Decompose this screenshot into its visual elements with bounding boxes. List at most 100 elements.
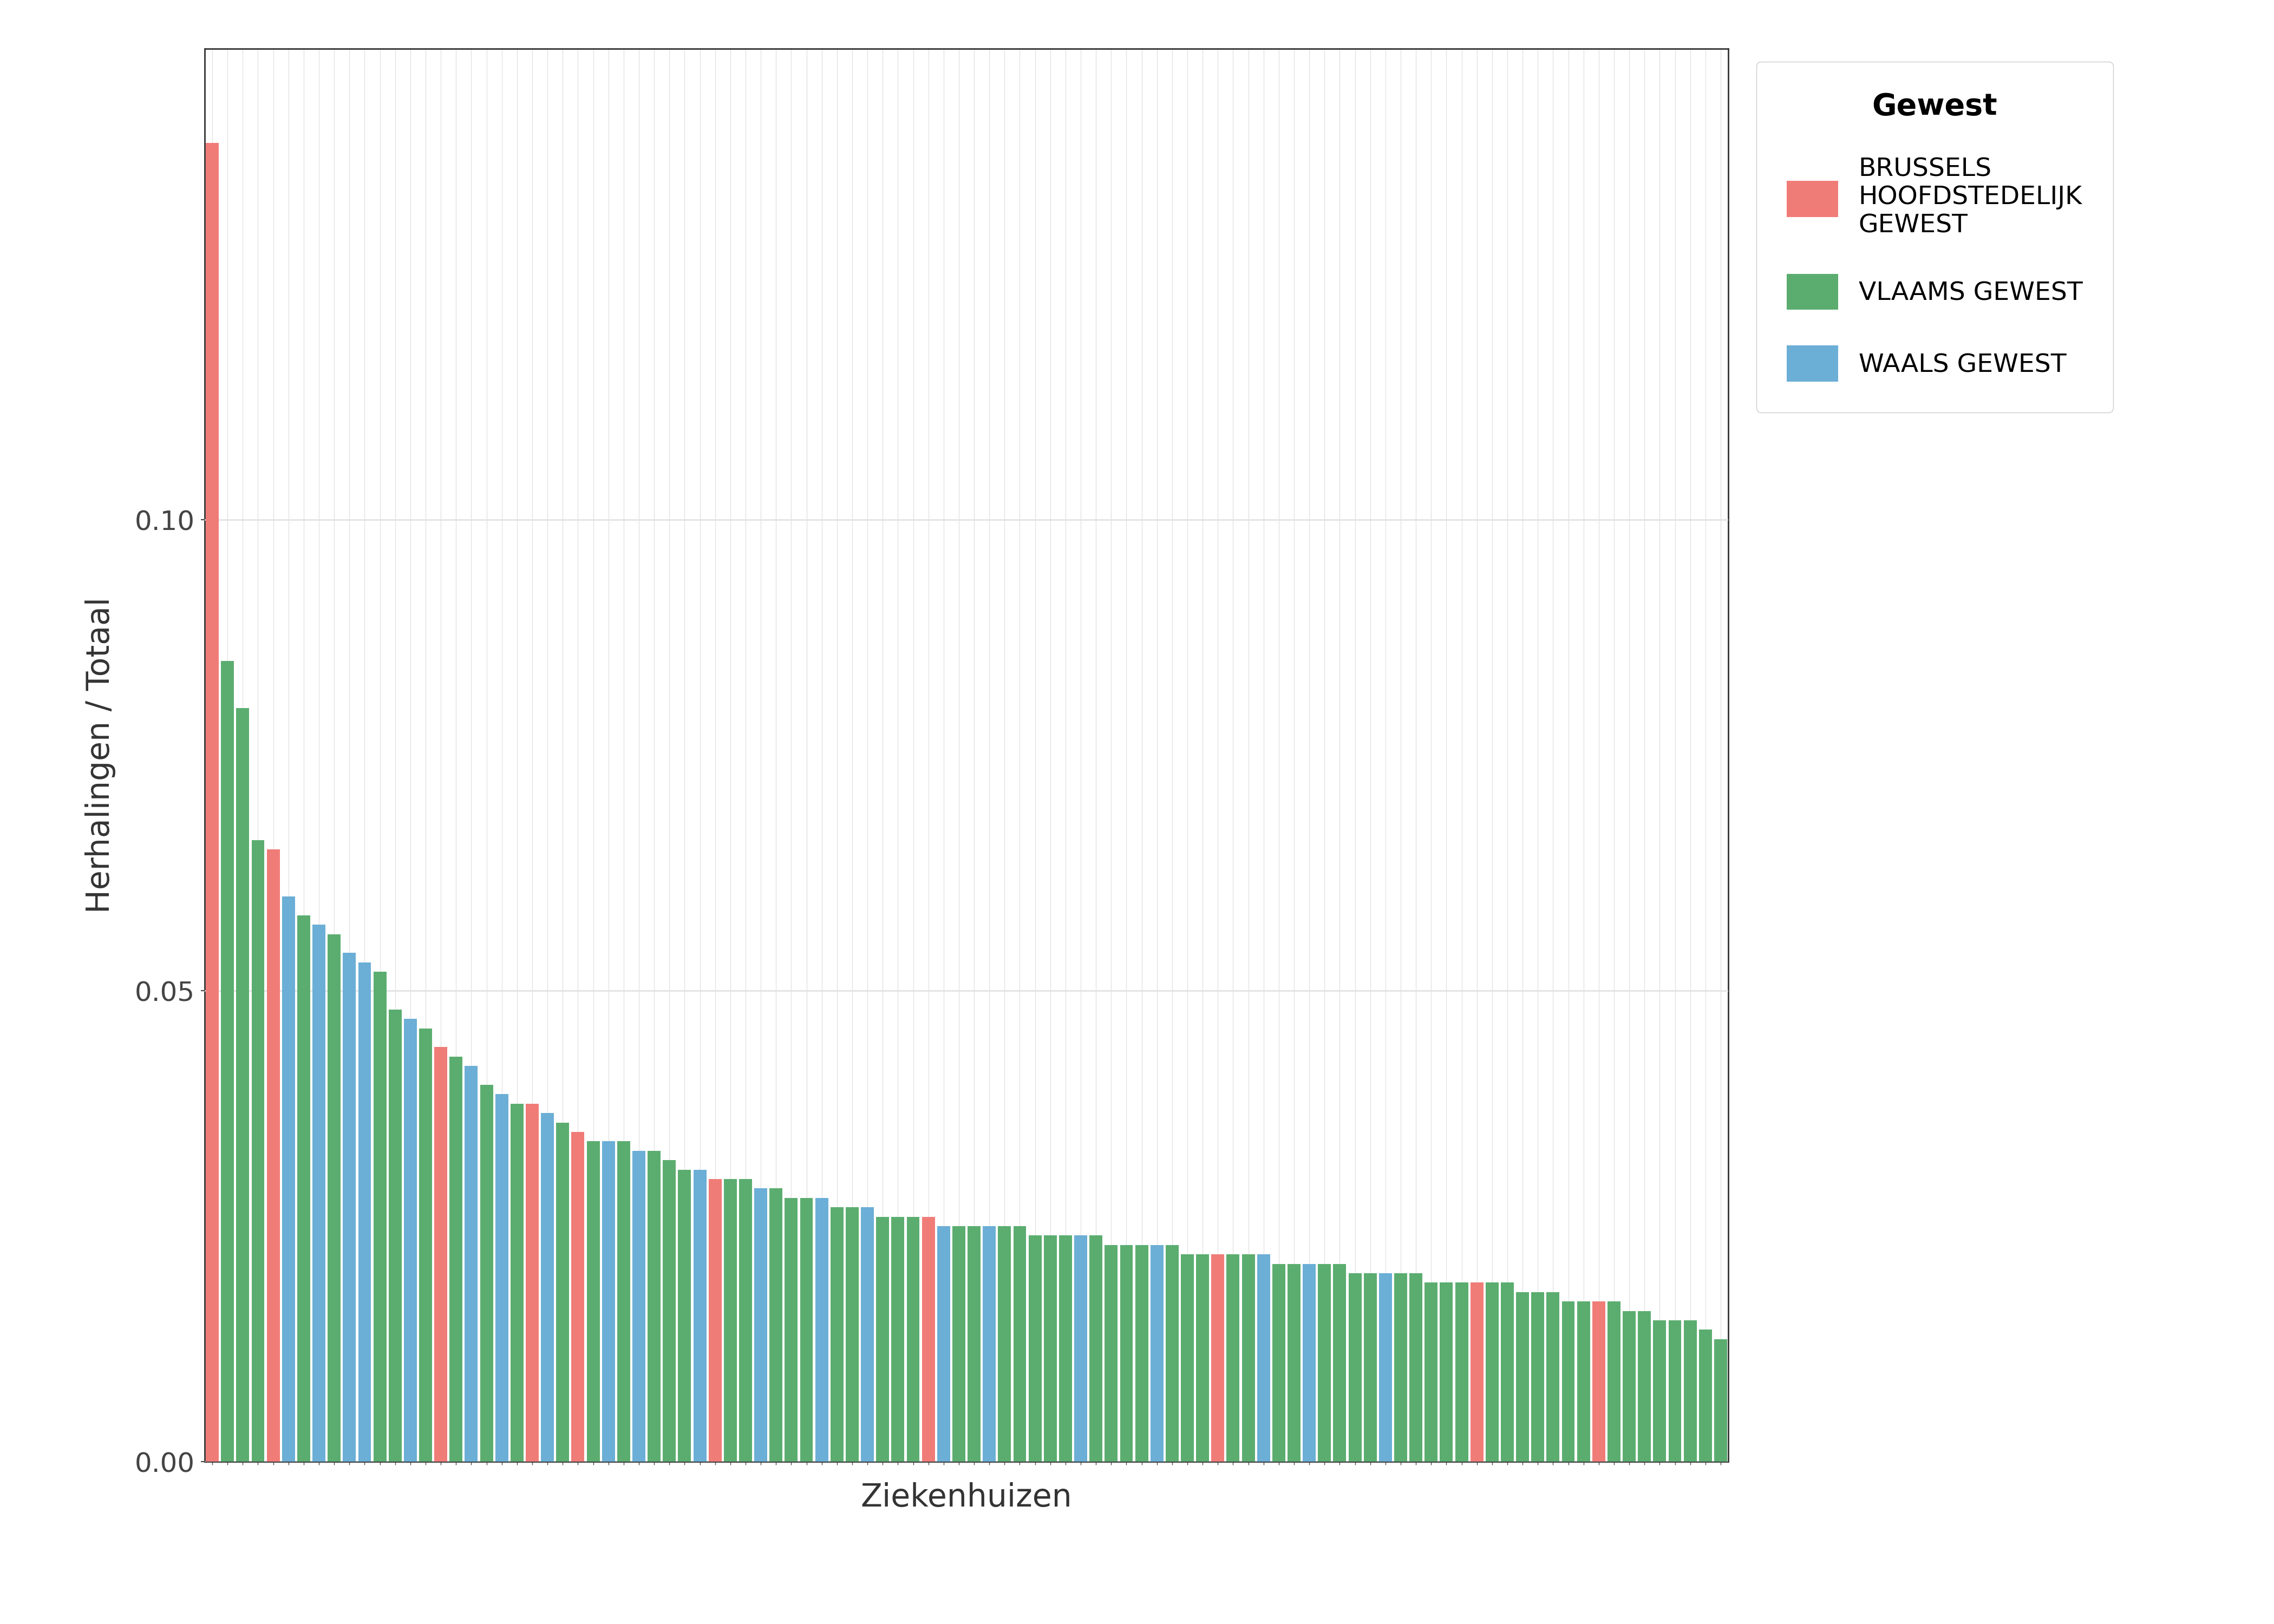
- Bar: [359, 963, 371, 1462]
- Bar: [343, 953, 355, 1462]
- Bar: [541, 1112, 555, 1462]
- Bar: [1348, 1273, 1362, 1462]
- Bar: [1364, 1273, 1376, 1462]
- Y-axis label: Herhalingen / Totaal: Herhalingen / Totaal: [84, 598, 116, 913]
- Bar: [312, 924, 325, 1462]
- Bar: [678, 1169, 691, 1462]
- Bar: [632, 1151, 646, 1462]
- Bar: [664, 1160, 675, 1462]
- Bar: [1196, 1254, 1210, 1462]
- X-axis label: Ziekenhuizen: Ziekenhuizen: [860, 1483, 1073, 1514]
- Bar: [1501, 1283, 1514, 1462]
- Bar: [587, 1142, 600, 1462]
- Bar: [891, 1216, 905, 1462]
- Bar: [694, 1169, 707, 1462]
- Bar: [616, 1142, 630, 1462]
- Bar: [1073, 1236, 1087, 1462]
- Bar: [1273, 1263, 1285, 1462]
- Bar: [739, 1179, 753, 1462]
- Bar: [266, 849, 280, 1462]
- Bar: [512, 1104, 523, 1462]
- Bar: [282, 896, 296, 1462]
- Bar: [327, 934, 341, 1462]
- Bar: [1562, 1301, 1574, 1462]
- Bar: [1333, 1263, 1346, 1462]
- Bar: [953, 1226, 964, 1462]
- Bar: [221, 661, 234, 1462]
- Bar: [1410, 1273, 1421, 1462]
- Bar: [998, 1226, 1012, 1462]
- Bar: [1028, 1236, 1041, 1462]
- Bar: [1578, 1301, 1590, 1462]
- Bar: [937, 1226, 951, 1462]
- Bar: [298, 916, 309, 1462]
- Bar: [1121, 1246, 1132, 1462]
- Bar: [450, 1057, 462, 1462]
- Bar: [1287, 1263, 1301, 1462]
- Bar: [1637, 1311, 1651, 1462]
- Bar: [1044, 1236, 1057, 1462]
- Bar: [1669, 1320, 1680, 1462]
- Bar: [755, 1189, 766, 1462]
- Bar: [389, 1010, 402, 1462]
- Bar: [1426, 1283, 1437, 1462]
- Bar: [875, 1216, 889, 1462]
- Bar: [723, 1179, 737, 1462]
- Bar: [1226, 1254, 1239, 1462]
- Bar: [785, 1199, 798, 1462]
- Bar: [480, 1085, 493, 1462]
- Bar: [648, 1151, 659, 1462]
- Bar: [1378, 1273, 1392, 1462]
- Bar: [921, 1216, 935, 1462]
- Bar: [800, 1199, 812, 1462]
- Bar: [1167, 1246, 1178, 1462]
- Bar: [1212, 1254, 1223, 1462]
- Bar: [1258, 1254, 1269, 1462]
- Bar: [1530, 1293, 1544, 1462]
- Bar: [525, 1104, 539, 1462]
- Bar: [907, 1216, 919, 1462]
- Bar: [1455, 1283, 1469, 1462]
- Bar: [1180, 1254, 1194, 1462]
- Bar: [405, 1018, 416, 1462]
- Bar: [603, 1142, 614, 1462]
- Bar: [1394, 1273, 1408, 1462]
- Bar: [1060, 1236, 1071, 1462]
- Legend: BRUSSELS
HOOFDSTEDELIJK
GEWEST, VLAAMS GEWEST, WAALS GEWEST: BRUSSELS HOOFDSTEDELIJK GEWEST, VLAAMS G…: [1756, 62, 2113, 412]
- Bar: [496, 1095, 507, 1462]
- Bar: [418, 1028, 432, 1462]
- Bar: [969, 1226, 980, 1462]
- Bar: [1546, 1293, 1560, 1462]
- Bar: [1242, 1254, 1255, 1462]
- Bar: [1105, 1246, 1117, 1462]
- Bar: [1715, 1340, 1726, 1462]
- Bar: [709, 1179, 721, 1462]
- Bar: [769, 1189, 782, 1462]
- Bar: [236, 708, 250, 1462]
- Bar: [846, 1207, 860, 1462]
- Bar: [571, 1132, 584, 1462]
- Bar: [1608, 1301, 1621, 1462]
- Bar: [1699, 1330, 1712, 1462]
- Bar: [1485, 1283, 1499, 1462]
- Bar: [1624, 1311, 1635, 1462]
- Bar: [1014, 1226, 1026, 1462]
- Bar: [1439, 1283, 1453, 1462]
- Bar: [1135, 1246, 1148, 1462]
- Bar: [1683, 1320, 1696, 1462]
- Bar: [434, 1047, 448, 1462]
- Bar: [373, 971, 387, 1462]
- Bar: [464, 1065, 478, 1462]
- Bar: [830, 1207, 844, 1462]
- Bar: [1517, 1293, 1528, 1462]
- Bar: [207, 143, 218, 1462]
- Bar: [1653, 1320, 1667, 1462]
- Bar: [557, 1122, 568, 1462]
- Bar: [816, 1199, 828, 1462]
- Bar: [1089, 1236, 1103, 1462]
- Bar: [1319, 1263, 1330, 1462]
- Bar: [1151, 1246, 1164, 1462]
- Bar: [1303, 1263, 1317, 1462]
- Bar: [1471, 1283, 1483, 1462]
- Bar: [862, 1207, 873, 1462]
